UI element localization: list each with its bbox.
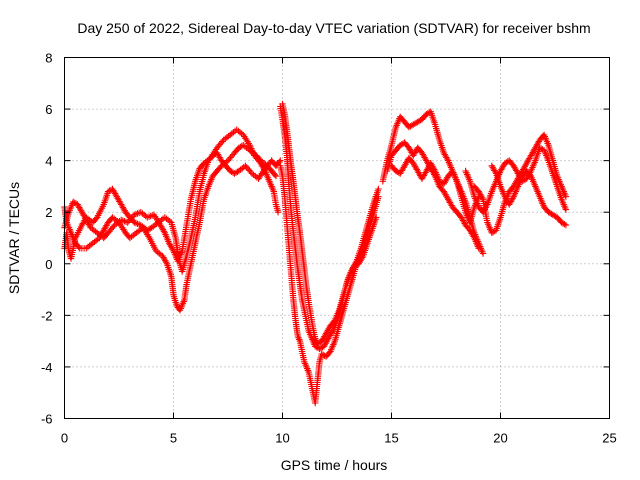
y-tick-label: 8 <box>45 51 52 66</box>
data-point <box>271 171 279 178</box>
series-trace-12 <box>488 162 570 229</box>
data-point <box>561 221 568 228</box>
data-point <box>127 216 134 223</box>
series-trace-6 <box>277 103 380 353</box>
data-point <box>247 168 254 176</box>
data-point <box>375 193 382 200</box>
series-trace-3 <box>61 126 282 265</box>
y-tick-label: -2 <box>41 308 53 323</box>
data-point <box>562 206 570 213</box>
x-tick-label: 0 <box>61 431 68 446</box>
series-trace-8 <box>383 139 482 252</box>
data-point <box>373 214 380 221</box>
data-point <box>562 221 570 229</box>
data-point <box>160 228 168 235</box>
data-point <box>444 155 451 163</box>
y-tick-label: -4 <box>41 360 53 375</box>
data-points <box>61 100 570 407</box>
x-tick-label: 25 <box>602 431 616 446</box>
y-tick-label: 2 <box>45 205 52 220</box>
data-point <box>475 245 482 252</box>
y-tick-label: 4 <box>45 154 52 169</box>
grid <box>64 57 610 419</box>
plot-frame <box>64 57 610 419</box>
series-trace-9 <box>388 154 482 226</box>
x-tick-label: 10 <box>275 431 289 446</box>
data-point <box>479 194 486 201</box>
x-tick-label: 5 <box>170 431 177 446</box>
data-point <box>274 209 282 216</box>
data-point <box>242 162 249 169</box>
data-point <box>272 172 280 180</box>
y-tick-label: -6 <box>41 412 53 427</box>
x-tick-label: 20 <box>493 431 507 446</box>
x-tick-label: 15 <box>384 431 398 446</box>
series-trace-1 <box>61 149 284 275</box>
series-trace-11 <box>471 131 570 236</box>
y-axis-label: SDTVAR / TECUs <box>6 182 22 294</box>
x-axis-label: GPS time / hours <box>281 457 388 473</box>
data-point <box>375 185 382 193</box>
data-point <box>492 168 499 176</box>
data-point <box>479 250 487 257</box>
y-tick-label: 6 <box>45 102 52 117</box>
data-point <box>562 193 570 200</box>
axis-ticks: 0 5 10 15 20 25 -6 -4 -2 0 2 4 6 8 <box>41 51 617 446</box>
y-tick-label: 0 <box>45 257 52 272</box>
chart-title: Day 250 of 2022, Sidereal Day-to-day VTE… <box>77 20 590 36</box>
data-point <box>276 158 283 166</box>
data-point <box>75 243 82 251</box>
